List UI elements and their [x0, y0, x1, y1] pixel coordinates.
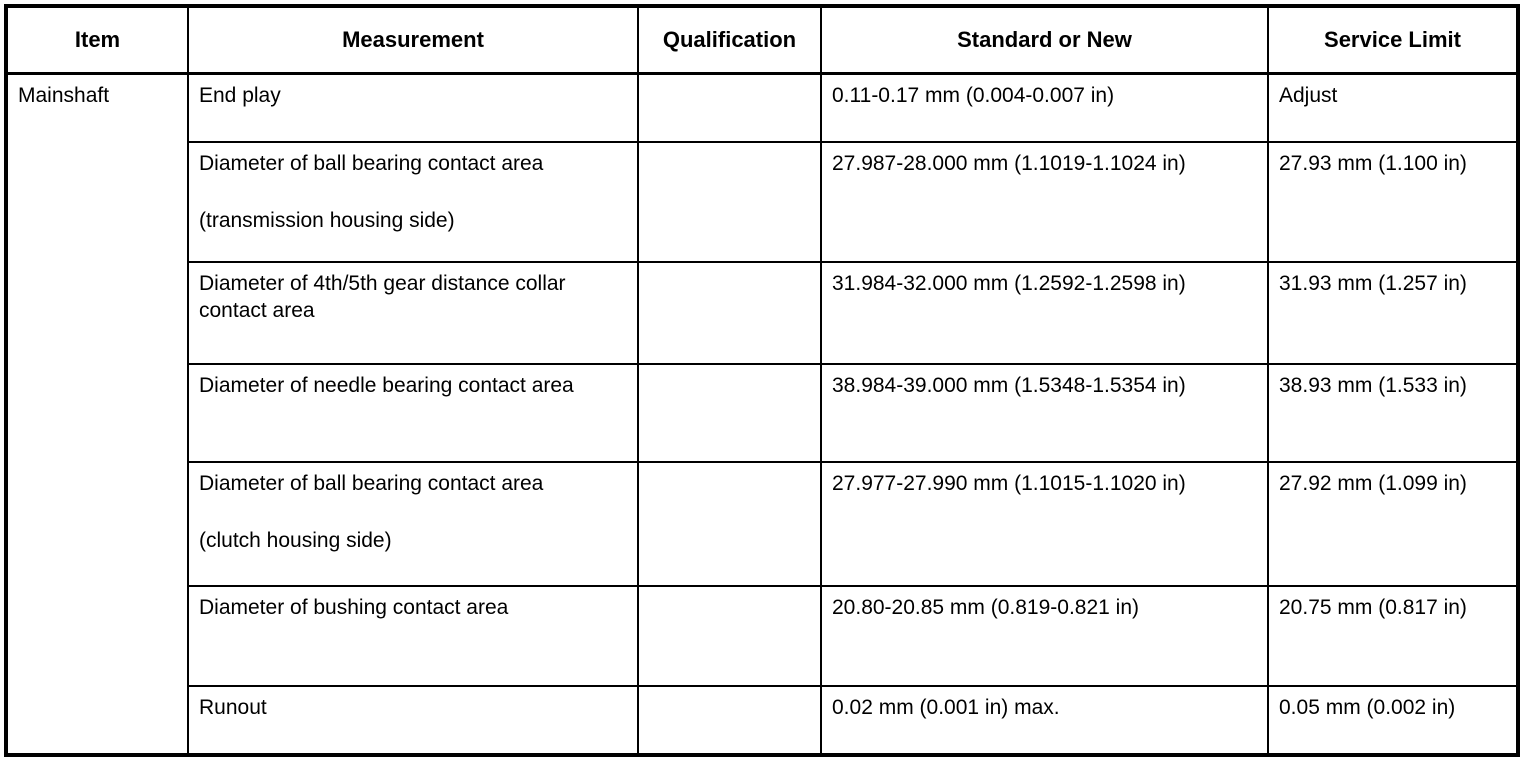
measurement-cell: Diameter of bushing contact area: [187, 585, 639, 687]
measurement-line-primary: End play: [199, 84, 281, 107]
service-limit-cell: 38.93 mm (1.533 in): [1267, 363, 1519, 463]
column-header-qualification: Qualification: [637, 5, 822, 75]
mainshaft-specification-table: Item Measurement Qualification Standard …: [4, 4, 1520, 757]
measurement-cell: Diameter of needle bearing contact area: [187, 363, 639, 463]
qualification-cell: [637, 461, 822, 587]
specification-table-container: Item Measurement Qualification Standard …: [4, 4, 1520, 757]
service-limit-cell: 27.93 mm (1.100 in): [1267, 141, 1519, 263]
measurement-line-primary: Runout: [199, 696, 267, 719]
column-header-standard-or-new: Standard or New: [820, 5, 1269, 75]
column-header-measurement: Measurement: [187, 5, 639, 75]
service-limit-cell: Adjust: [1267, 72, 1519, 143]
column-header-item: Item: [5, 5, 189, 75]
measurement-line-primary: Diameter of needle bearing contact area: [199, 374, 574, 397]
table-row: Diameter of ball bearing contact area (c…: [6, 461, 1519, 587]
standard-or-new-cell: 27.977-27.990 mm (1.1015-1.1020 in): [820, 461, 1269, 587]
measurement-cell: End play: [187, 72, 639, 143]
measurement-line-secondary: (clutch housing side): [199, 528, 392, 552]
header-row: Item Measurement Qualification Standard …: [5, 5, 1519, 75]
table-row: Diameter of ball bearing contact area (t…: [6, 141, 1519, 263]
measurement-line-secondary: (transmission housing side): [199, 208, 455, 232]
qualification-cell: [637, 72, 822, 143]
service-limit-cell: 0.05 mm (0.002 in): [1267, 685, 1519, 756]
table-body: Mainshaft End play 0.11-0.17 mm (0.004-0…: [5, 72, 1519, 756]
qualification-cell: [637, 685, 822, 756]
service-limit-cell: 27.92 mm (1.099 in): [1267, 461, 1519, 587]
table-row: Runout 0.02 mm (0.001 in) max. 0.05 mm (…: [6, 685, 1519, 756]
standard-or-new-cell: 27.987-28.000 mm (1.1019-1.1024 in): [820, 141, 1269, 263]
service-limit-cell: 31.93 mm (1.257 in): [1267, 261, 1519, 365]
item-group-cell: Mainshaft: [5, 72, 189, 756]
standard-or-new-cell: 20.80-20.85 mm (0.819-0.821 in): [820, 585, 1269, 687]
table-row: Diameter of 4th/5th gear distance collar…: [6, 261, 1519, 365]
measurement-line-primary: Diameter of ball bearing contact area: [199, 472, 544, 495]
column-header-service-limit: Service Limit: [1267, 5, 1519, 75]
measurement-cell: Runout: [187, 685, 639, 756]
standard-or-new-cell: 31.984-32.000 mm (1.2592-1.2598 in): [820, 261, 1269, 365]
table-header: Item Measurement Qualification Standard …: [5, 5, 1519, 75]
qualification-cell: [637, 585, 822, 687]
measurement-line-primary: Diameter of bushing contact area: [199, 596, 509, 619]
qualification-cell: [637, 261, 822, 365]
standard-or-new-cell: 0.02 mm (0.001 in) max.: [820, 685, 1269, 756]
standard-or-new-cell: 38.984-39.000 mm (1.5348-1.5354 in): [820, 363, 1269, 463]
measurement-cell: Diameter of ball bearing contact area (c…: [187, 461, 639, 587]
measurement-line-primary: Diameter of ball bearing contact area: [199, 152, 544, 175]
qualification-cell: [637, 141, 822, 263]
table-row: Mainshaft End play 0.11-0.17 mm (0.004-0…: [5, 72, 1519, 756]
measurement-cell: Diameter of ball bearing contact area (t…: [187, 141, 639, 263]
service-limit-cell: 20.75 mm (0.817 in): [1267, 585, 1519, 687]
table-row: Diameter of needle bearing contact area …: [6, 363, 1519, 463]
measurement-line-primary: Diameter of 4th/5th gear distance collar…: [199, 272, 566, 322]
measurement-cell: Diameter of 4th/5th gear distance collar…: [187, 261, 639, 365]
qualification-cell: [637, 363, 822, 463]
standard-or-new-cell: 0.11-0.17 mm (0.004-0.007 in): [820, 72, 1269, 143]
table-row: Diameter of bushing contact area 20.80-2…: [6, 585, 1519, 687]
